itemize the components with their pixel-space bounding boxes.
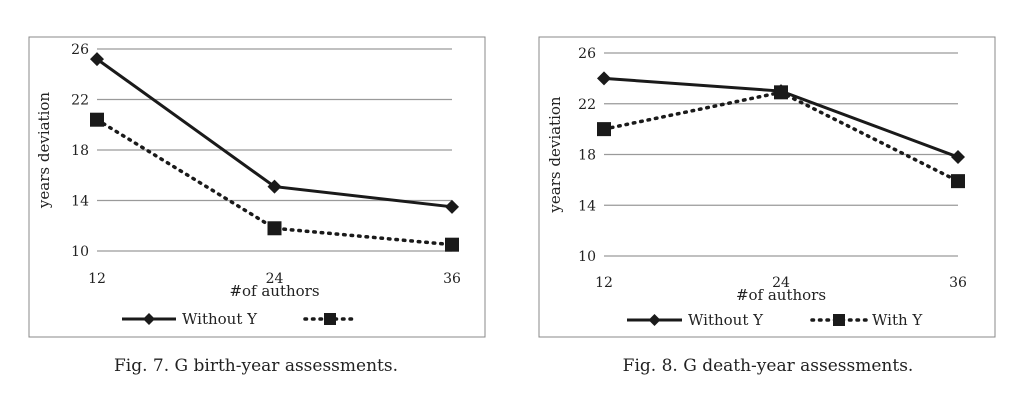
y-tick-label: 18 — [578, 148, 596, 164]
legend-label: Without Y — [182, 310, 258, 328]
y-tick-label: 26 — [71, 42, 89, 58]
y-tick-label: 22 — [71, 93, 89, 109]
y-tick-label: 18 — [71, 143, 89, 159]
y-tick-label: 14 — [578, 198, 596, 214]
x-tick-label: 24 — [266, 271, 284, 287]
x-tick-label: 24 — [772, 275, 790, 291]
data-point — [90, 112, 104, 127]
chart-birth-year: 10 14 18 22 26 12 24 36 #of authors years deviati… — [28, 36, 486, 338]
y-axis-label: years deviation — [546, 96, 564, 213]
x-tick-label: 12 — [595, 275, 613, 291]
series-line — [95, 117, 454, 247]
legend: Without Y With Y — [627, 311, 923, 329]
data-point — [445, 237, 459, 252]
series-dotted-1 — [90, 112, 459, 252]
data-point — [597, 71, 611, 86]
legend-label: Without Y — [688, 311, 764, 329]
data-point — [267, 221, 282, 236]
series-with-y — [597, 85, 965, 189]
figure-8: 10 14 18 22 26 12 24 36 #of authors years deviati… — [512, 0, 1024, 400]
chart-death-year: 10 14 18 22 26 12 24 36 #of authors years deviati… — [538, 36, 996, 338]
x-axis-label: #of authors — [229, 282, 319, 300]
chart-frame — [538, 36, 996, 338]
legend: Without Y — [122, 310, 357, 328]
figure-caption: Fig. 7. G birth-year assessments. — [113, 356, 398, 376]
y-tick-label: 14 — [71, 194, 89, 210]
series-without-y — [90, 52, 459, 214]
x-tick-label: 36 — [949, 275, 967, 291]
y-tick-label: 10 — [71, 244, 89, 260]
y-tick-label: 22 — [578, 97, 596, 113]
legend-label: With Y — [872, 311, 923, 329]
data-point — [597, 122, 611, 137]
data-point — [951, 174, 965, 189]
y-axis-label: years deviation — [35, 92, 53, 209]
legend-marker — [143, 313, 155, 325]
series-without-y — [597, 71, 965, 165]
data-point — [774, 85, 788, 100]
data-point — [951, 150, 965, 165]
y-tick-label: 26 — [578, 46, 596, 62]
figure-caption: Fig. 8. G death-year assessments. — [622, 356, 914, 376]
x-axis-label: #of authors — [736, 286, 826, 304]
data-point — [267, 179, 282, 194]
y-tick-label: 10 — [578, 249, 596, 265]
chart-frame — [28, 36, 486, 338]
legend-marker — [324, 313, 336, 325]
data-point — [90, 52, 104, 67]
x-tick-label: 12 — [88, 271, 106, 287]
x-tick-label: 36 — [443, 271, 461, 287]
legend-marker — [648, 314, 661, 326]
legend-marker — [833, 314, 845, 326]
figure-7: 10 14 18 22 26 12 24 36 #of authors years deviati… — [28, 36, 486, 376]
data-point — [445, 199, 459, 214]
